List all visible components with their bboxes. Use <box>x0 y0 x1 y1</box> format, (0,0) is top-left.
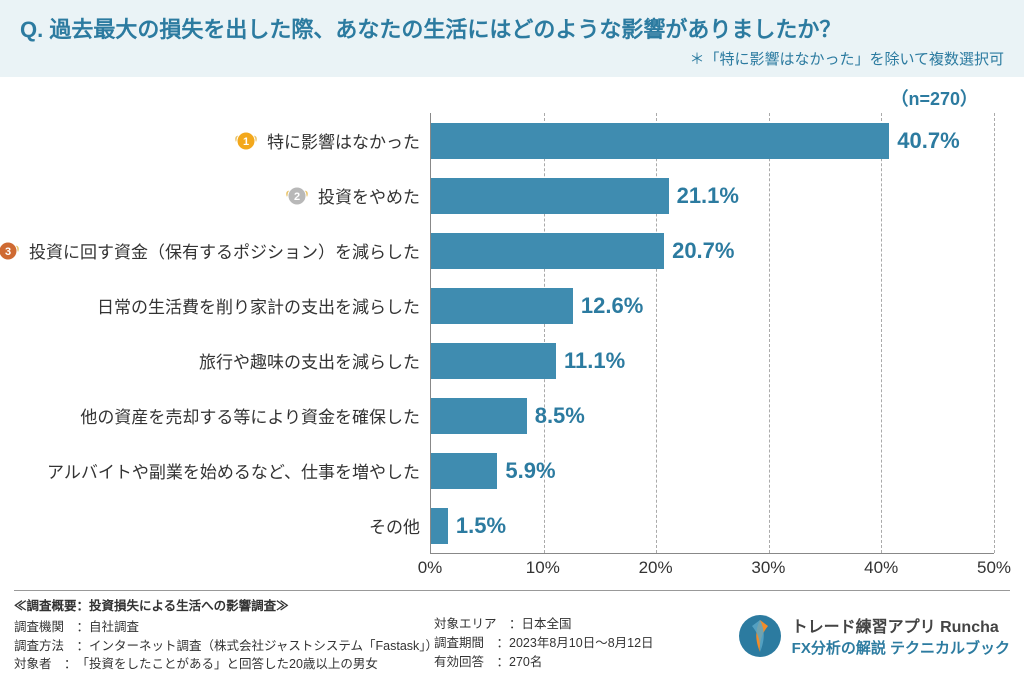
chart-bar <box>431 178 669 214</box>
chart-bar <box>431 343 556 379</box>
chart-bar-row: 20.7% <box>431 223 994 278</box>
chart-label: 旅行や趣味の支出を減らした <box>199 348 420 373</box>
chart-bar <box>431 453 497 489</box>
footer-row: 調査期間 ：2023年8月10日～8月12日 <box>434 634 694 653</box>
chart-bar-row: 8.5% <box>431 388 994 443</box>
brand-logo-icon <box>738 614 782 658</box>
silver-medal-icon: 2 <box>284 183 310 209</box>
brand-line1: トレード練習アプリ Runcha <box>792 613 1010 637</box>
header: Q. 過去最大の損失を出した際、あなたの生活にはどのような影響がありましたか？ … <box>0 0 1024 77</box>
gold-medal-icon: 1 <box>233 128 259 154</box>
x-tick: 10% <box>526 558 560 578</box>
chart-label: 投資に回す資金（保有するポジション）を減らした <box>29 238 420 263</box>
brand: トレード練習アプリ Runcha FX分析の解説 テクニカルブック <box>738 597 1010 674</box>
chart-value: 8.5% <box>527 403 585 429</box>
chart-label-row: 日常の生活費を削り家計の支出を減らした <box>30 278 430 333</box>
chart-label-row: 2 投資をやめた <box>30 168 430 223</box>
chart-label: アルバイトや副業を始めるなど、仕事を増やした <box>47 458 420 483</box>
brand-text: トレード練習アプリ Runcha FX分析の解説 テクニカルブック <box>792 613 1010 658</box>
x-tick: 30% <box>751 558 785 578</box>
chart-bar-row: 21.1% <box>431 168 994 223</box>
chart-bar <box>431 508 448 544</box>
n-count: （n=270） <box>30 85 994 111</box>
chart-label-row: アルバイトや副業を始めるなど、仕事を増やした <box>30 443 430 498</box>
x-tick: 50% <box>977 558 1011 578</box>
footer-key: 有効回答 <box>434 653 484 672</box>
x-tick: 40% <box>864 558 898 578</box>
labels-column: 1 特に影響はなかった 2 投資をやめた 3 投資に回す資金（保有するポジション… <box>30 113 430 554</box>
footer-val: 「投資をしたことがある」と回答した20歳以上の男女 <box>77 655 378 674</box>
chart-value: 21.1% <box>669 183 739 209</box>
footer-title: ≪調査概要：投資損失による生活への影響調査≫ <box>14 597 434 616</box>
chart-label-row: 3 投資に回す資金（保有するポジション）を減らした <box>30 223 430 278</box>
footer-val: 自社調査 <box>89 618 139 637</box>
chart-label: 投資をやめた <box>318 183 420 208</box>
chart-bar <box>431 123 889 159</box>
chart-label-row: 旅行や趣味の支出を減らした <box>30 333 430 388</box>
x-tick: 20% <box>639 558 673 578</box>
brand-line2: FX分析の解説 テクニカルブック <box>792 637 1010 658</box>
chart-bar-row: 40.7% <box>431 113 994 168</box>
svg-text:1: 1 <box>243 136 249 148</box>
svg-text:2: 2 <box>294 191 300 203</box>
footer-row: 有効回答 ：270名 <box>434 653 694 672</box>
chart-bar-row: 1.5% <box>431 498 994 553</box>
chart-bar <box>431 233 664 269</box>
x-tick: 0% <box>418 558 443 578</box>
footer-row: 対象者 ：「投資をしたことがある」と回答した20歳以上の男女 <box>14 655 434 674</box>
chart-bar-row: 5.9% <box>431 443 994 498</box>
chart-label-row: 1 特に影響はなかった <box>30 113 430 168</box>
footer-left: ≪調査概要：投資損失による生活への影響調査≫ 調査機関 ：自社調査調査方法 ：イ… <box>14 597 434 674</box>
footer: ≪調査概要：投資損失による生活への影響調査≫ 調査機関 ：自社調査調査方法 ：イ… <box>14 590 1010 674</box>
chart-area: （n=270） 1 特に影響はなかった 2 投資をやめた 3 投資に回す資金（保… <box>0 77 1024 584</box>
footer-val: 2023年8月10日～8月12日 <box>509 634 654 653</box>
footer-mid: 対象エリア ：日本全国調査期間 ：2023年8月10日～8月12日有効回答 ：2… <box>434 597 694 674</box>
footer-val: インターネット調査（株式会社ジャストシステム「Fastask」） <box>89 637 434 656</box>
chart-value: 40.7% <box>889 128 959 154</box>
footer-key: 調査機関 <box>14 618 64 637</box>
chart-bar-row: 11.1% <box>431 333 994 388</box>
footer-key: 調査方法 <box>14 637 64 656</box>
chart-value: 12.6% <box>573 293 643 319</box>
chart-bar <box>431 288 573 324</box>
question-note: ＊「特に影響はなかった」を除いて複数選択可 <box>20 48 1004 69</box>
x-axis: 0%10%20%30%40%50% <box>430 554 994 580</box>
chart-label-row: その他 <box>30 498 430 553</box>
chart-label: その他 <box>369 513 420 538</box>
question-title: Q. 過去最大の損失を出した際、あなたの生活にはどのような影響がありましたか？ <box>20 12 1004 44</box>
footer-val: 日本全国 <box>522 615 572 634</box>
chart-value: 20.7% <box>664 238 734 264</box>
chart-label-row: 他の資産を売却する等により資金を確保した <box>30 388 430 443</box>
chart-label: 日常の生活費を削り家計の支出を減らした <box>97 293 420 318</box>
chart-bar-row: 12.6% <box>431 278 994 333</box>
gridline <box>994 113 995 553</box>
footer-val: 270名 <box>509 653 542 672</box>
chart-value: 5.9% <box>497 458 555 484</box>
bronze-medal-icon: 3 <box>0 238 21 264</box>
footer-row: 対象エリア ：日本全国 <box>434 615 694 634</box>
bars-column: 40.7% 21.1% 20.7% 12.6% 11.1% 8.5% 5.9% 1.5% <box>430 113 994 554</box>
svg-text:3: 3 <box>5 246 11 258</box>
footer-row: 調査方法 ：インターネット調査（株式会社ジャストシステム「Fastask」） <box>14 637 434 656</box>
footer-row: 調査機関 ：自社調査 <box>14 618 434 637</box>
chart-value: 1.5% <box>448 513 506 539</box>
chart-label: 特に影響はなかった <box>267 128 420 153</box>
chart-label: 他の資産を売却する等により資金を確保した <box>80 403 420 428</box>
footer-key: 調査期間 <box>434 634 484 653</box>
footer-key: 対象エリア <box>434 615 497 634</box>
chart-value: 11.1% <box>556 348 625 374</box>
footer-key: 対象者 <box>14 655 52 674</box>
chart-bar <box>431 398 527 434</box>
